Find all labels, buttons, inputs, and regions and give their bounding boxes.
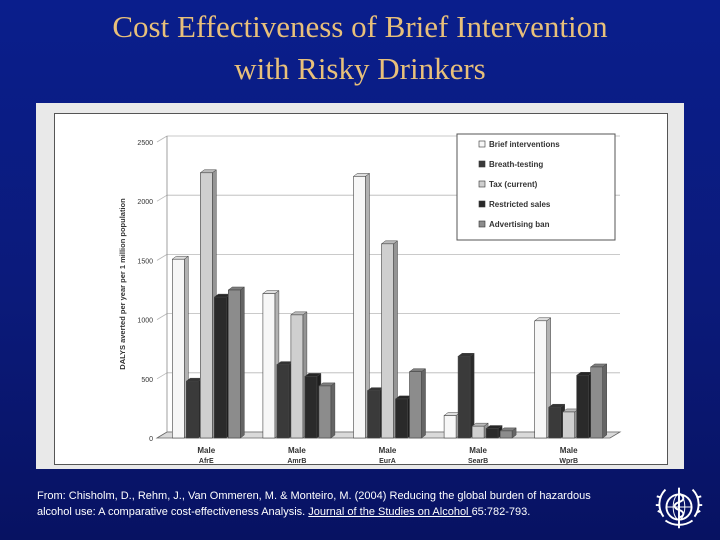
x-tick-label: AfrE bbox=[199, 458, 214, 464]
bar bbox=[590, 366, 604, 439]
y-tick-label: 0 bbox=[149, 436, 153, 443]
bar-side bbox=[330, 382, 336, 439]
y-tick-label: 500 bbox=[141, 377, 153, 384]
bar bbox=[499, 430, 513, 439]
y-gridline-wall bbox=[156, 254, 168, 261]
bar bbox=[353, 176, 366, 439]
bar-side bbox=[240, 286, 245, 439]
y-tick-label: 2000 bbox=[137, 199, 153, 206]
legend-label: Breath-testing bbox=[489, 160, 543, 169]
x-tick-label: Male bbox=[197, 446, 215, 455]
slide-title-line-1: Cost Effectiveness of Brief Intervention bbox=[112, 9, 608, 44]
bar bbox=[200, 172, 213, 439]
slide-title: Cost Effectiveness of Brief Intervention… bbox=[0, 6, 720, 90]
y-axis-label: DALYS averted per year per 1 million pop… bbox=[118, 198, 127, 370]
y-tick-label: 1000 bbox=[137, 318, 153, 325]
bar bbox=[457, 356, 471, 439]
bar-chart: 0 500 1000 1500 2000 2500 DALYS averted per ye… bbox=[118, 133, 622, 464]
bar bbox=[485, 428, 499, 439]
citation: From: Chisholm, D., Rehm, J., Van Ommere… bbox=[37, 488, 647, 520]
citation-line-1: From: Chisholm, D., Rehm, J., Van Ommere… bbox=[37, 490, 591, 502]
citation-line-2: alcohol use: A comparative cost-effectiv… bbox=[37, 504, 647, 520]
bar-side bbox=[421, 368, 426, 439]
y-tick-label: 1500 bbox=[137, 258, 153, 265]
figure-panel: 0 500 1000 1500 2000 2500 DALYS averted per ye… bbox=[36, 103, 684, 469]
x-tick-label: Male bbox=[469, 446, 487, 455]
bar bbox=[409, 371, 422, 439]
legend-label: Tax (current) bbox=[489, 180, 538, 189]
bar bbox=[548, 406, 562, 439]
legend-swatch bbox=[478, 220, 486, 228]
bar bbox=[276, 364, 290, 439]
bar bbox=[214, 296, 227, 439]
bar bbox=[471, 425, 485, 439]
bar bbox=[186, 380, 199, 439]
bar bbox=[262, 293, 276, 439]
x-tick-label: Male bbox=[379, 446, 397, 455]
bar bbox=[576, 374, 590, 439]
x-tick-label: Male bbox=[288, 446, 306, 455]
bar bbox=[381, 243, 394, 439]
x-tick-label: Male bbox=[560, 446, 578, 455]
legend-swatch bbox=[478, 140, 486, 148]
citation-line-2-prefix: alcohol use: A comparative cost-effectiv… bbox=[37, 506, 309, 518]
bar bbox=[367, 390, 380, 439]
bar bbox=[290, 314, 304, 439]
bar bbox=[228, 289, 241, 439]
bar-side bbox=[602, 363, 607, 439]
bar bbox=[318, 385, 332, 439]
bar bbox=[562, 411, 576, 439]
x-tick-label: EurA bbox=[379, 458, 396, 464]
legend-label: Brief interventions bbox=[489, 140, 560, 149]
bar bbox=[304, 376, 318, 439]
legend-label: Advertising ban bbox=[489, 220, 550, 229]
y-gridline-wall bbox=[156, 135, 168, 143]
y-gridline-wall bbox=[156, 194, 168, 202]
bar bbox=[395, 398, 408, 439]
who-emblem-icon bbox=[655, 487, 703, 529]
slide-title-line-2: with Risky Drinkers bbox=[234, 51, 486, 86]
y-gridline-wall bbox=[156, 372, 168, 380]
legend-swatch bbox=[478, 200, 486, 208]
x-tick-label: SearB bbox=[468, 458, 488, 464]
chart-frame: 0 500 1000 1500 2000 2500 DALYS averted per ye… bbox=[54, 113, 668, 465]
citation-line-2-suffix: 65:782-793. bbox=[471, 506, 531, 518]
bar bbox=[534, 320, 548, 439]
bar bbox=[443, 415, 457, 439]
x-tick-label: WprB bbox=[559, 458, 578, 464]
legend-label: Restricted sales bbox=[489, 200, 551, 209]
legend-swatch bbox=[478, 180, 486, 188]
x-tick-label: AmrB bbox=[287, 458, 306, 464]
legend-swatch bbox=[478, 160, 486, 168]
citation-journal: Journal of the Studies on Alcohol bbox=[308, 506, 472, 518]
bar bbox=[172, 258, 185, 439]
y-gridline-wall bbox=[156, 313, 168, 320]
y-tick-label: 2500 bbox=[137, 140, 153, 147]
